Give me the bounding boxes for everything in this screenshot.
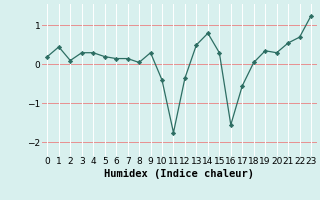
X-axis label: Humidex (Indice chaleur): Humidex (Indice chaleur) [104,169,254,179]
